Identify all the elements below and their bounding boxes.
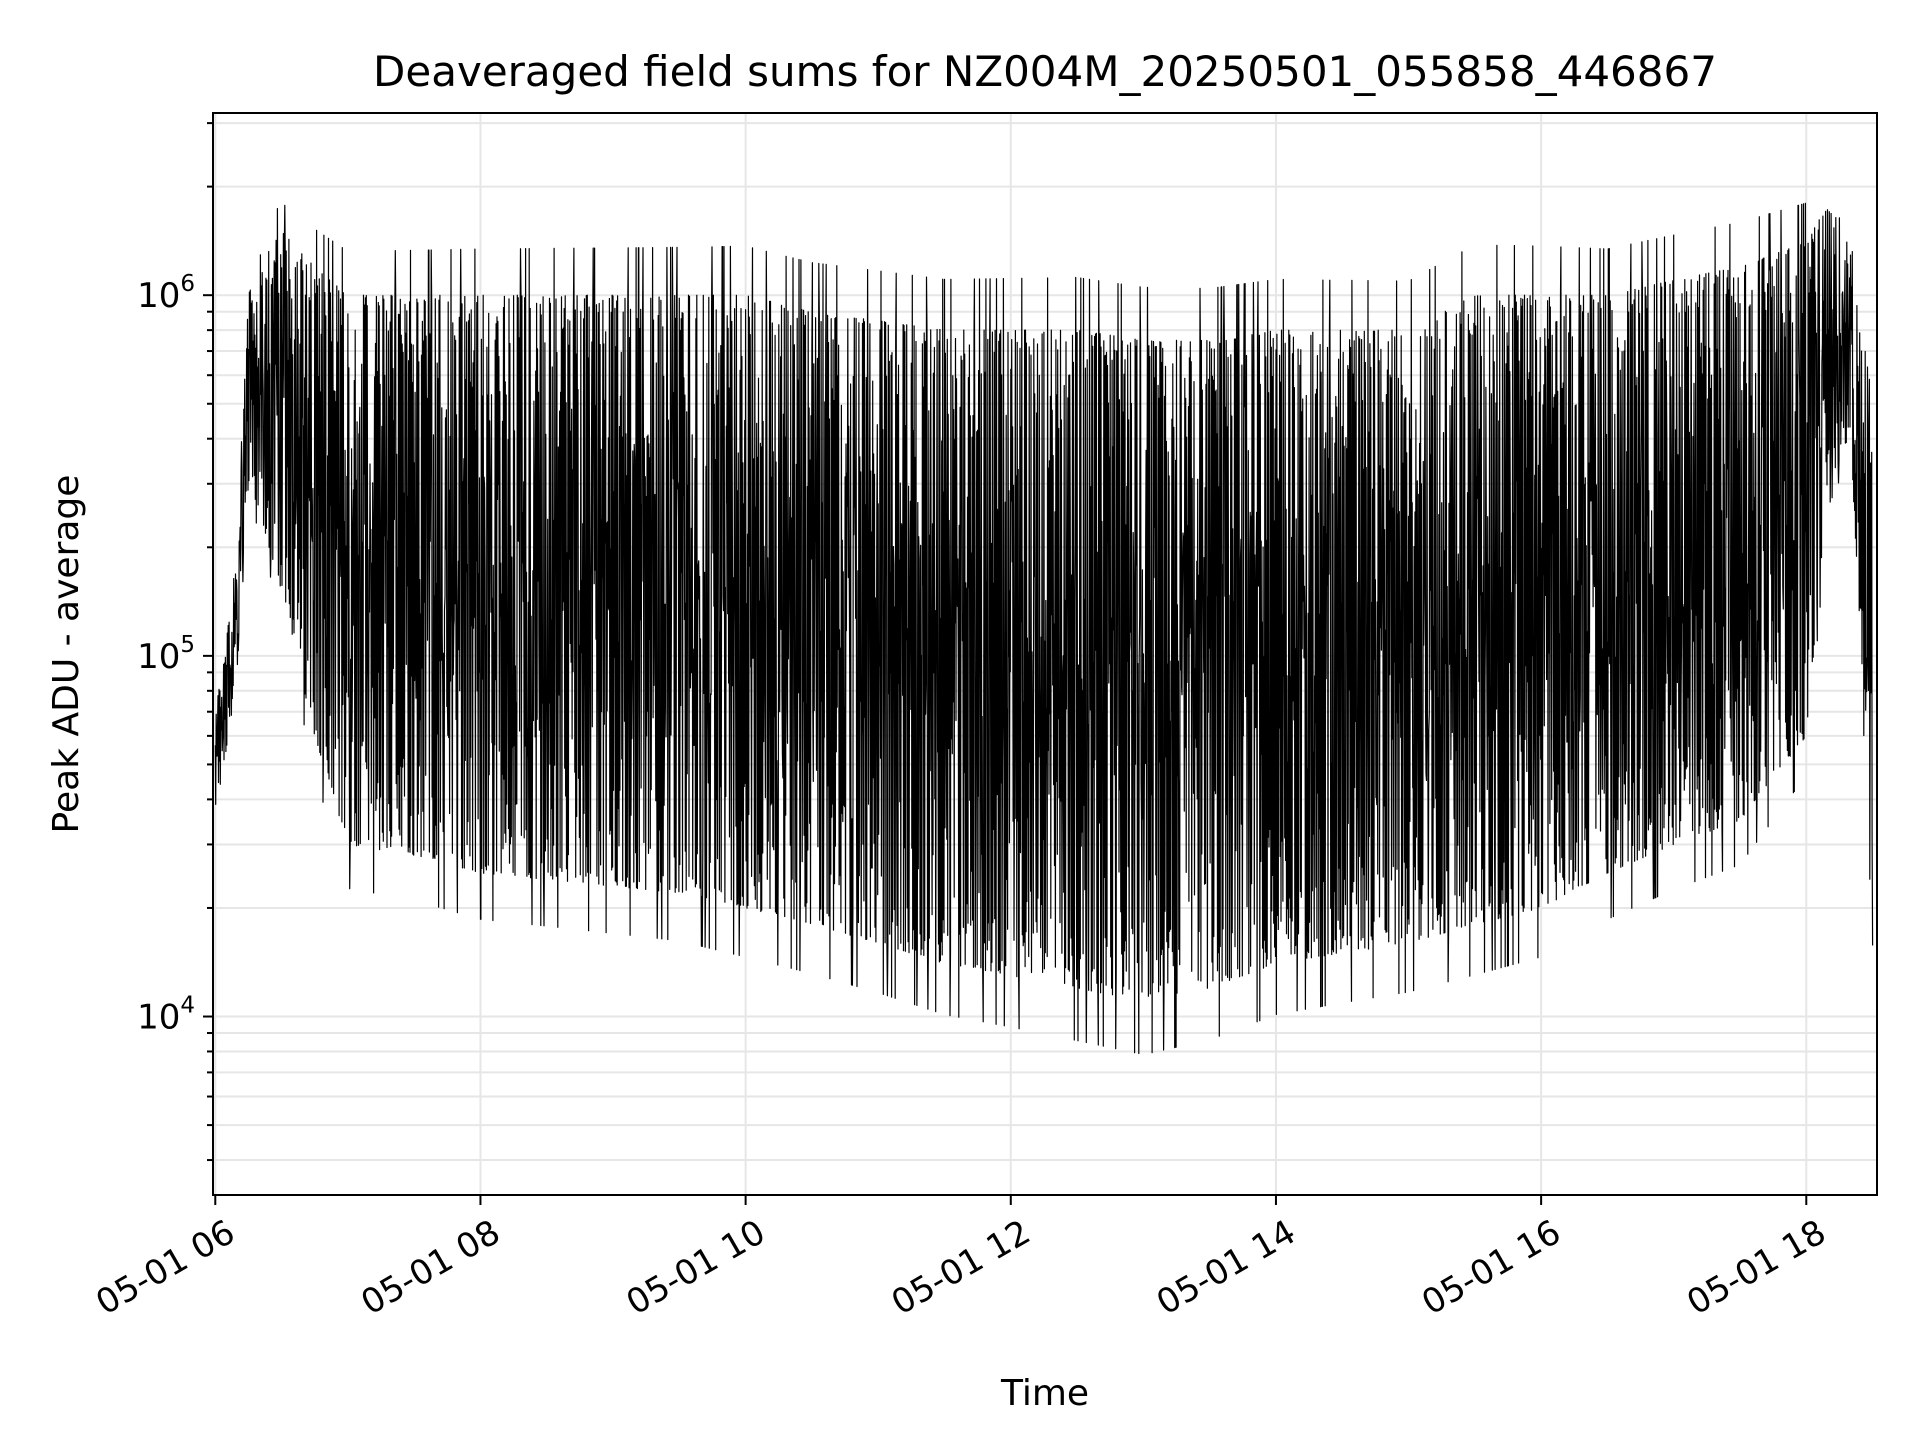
data-series [214, 202, 1874, 1055]
y-tick-label: 105 [137, 632, 195, 677]
series-line [214, 202, 1874, 1055]
plot-frame [212, 112, 1878, 1196]
chart-title: Deaveraged field sums for NZ004M_2025050… [373, 47, 1717, 96]
y-axis-label: Peak ADU - average [46, 475, 87, 834]
y-tick-label: 106 [137, 271, 195, 316]
y-tick-label: 104 [137, 993, 195, 1038]
x-axis-label: Time [1000, 1373, 1089, 1414]
